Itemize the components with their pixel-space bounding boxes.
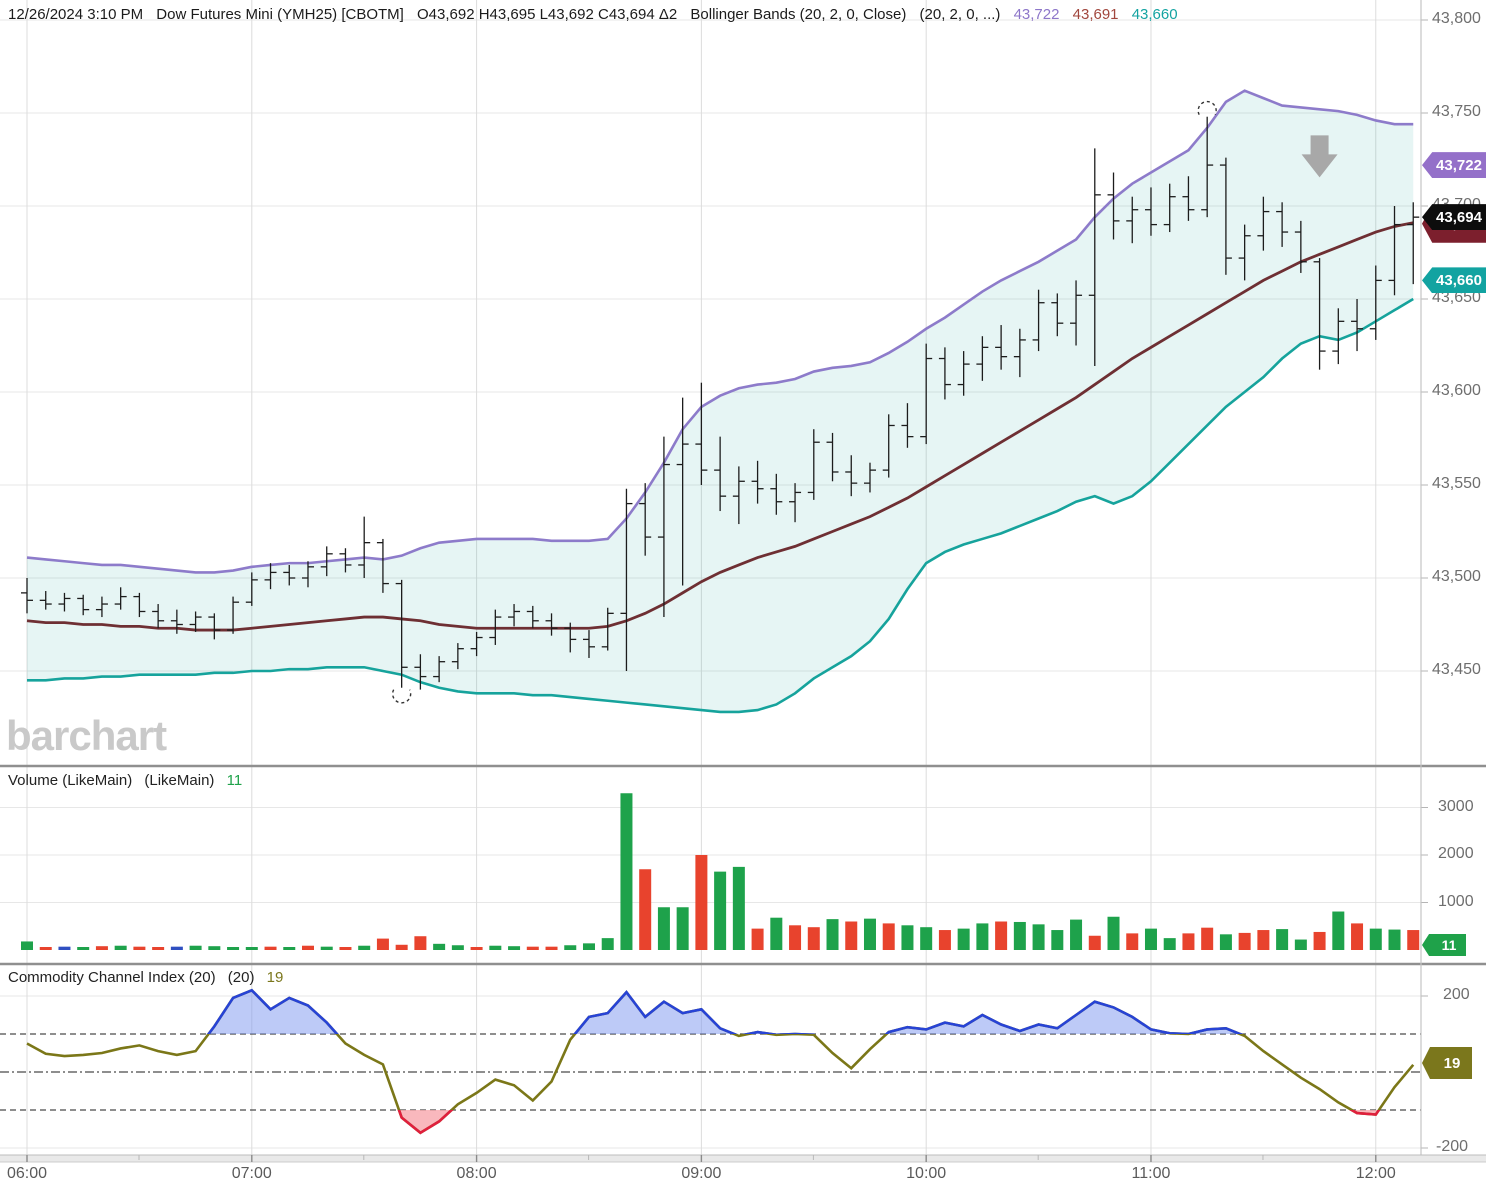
time-axis-label: 06:00	[6, 1165, 48, 1182]
price-axis-label: 43,450	[1432, 661, 1481, 678]
cci-axis-label: 200	[1443, 986, 1470, 1003]
cci-panel-label: Commodity Channel Index (20) (20) 19	[8, 969, 291, 986]
price-badge-band-upper: 43,722	[1422, 152, 1486, 179]
volume-title: Volume (LikeMain)	[8, 772, 133, 789]
cci-params: (20)	[227, 969, 255, 986]
header-bollinger-label: Bollinger Bands (20, 2, 0, Close)	[690, 6, 907, 23]
time-axis-label: 09:00	[681, 1165, 722, 1182]
price-axis-label: 43,800	[1432, 10, 1481, 27]
header-ohlc-values: O43,692 H43,695 L43,692 C43,694 Δ2	[417, 6, 678, 23]
cci-axis-label: -200	[1436, 1138, 1469, 1155]
price-axis-label: 43,550	[1432, 475, 1481, 492]
price-badge-cci-last: 19	[1422, 1047, 1472, 1079]
time-axis-label: 12:00	[1355, 1165, 1396, 1182]
price-badge-band-lower: 43,660	[1422, 267, 1486, 294]
header-bollinger-params: (20, 2, 0, ...)	[919, 6, 1001, 23]
volume-params: (LikeMain)	[144, 772, 215, 789]
header-upper-band-value: 43,722	[1013, 6, 1060, 23]
header-lower-band-value: 43,660	[1131, 6, 1178, 23]
barchart-watermark: barchart	[6, 712, 167, 759]
time-axis-label: 10:00	[906, 1165, 947, 1182]
volume-panel-label: Volume (LikeMain) (LikeMain) 11	[8, 772, 250, 789]
price-axis-label: 43,600	[1432, 382, 1481, 399]
time-axis-label: 08:00	[456, 1165, 497, 1182]
chart-header: 12/26/2024 3:10 PM Dow Futures Mini (YMH…	[8, 6, 1187, 23]
volume-axis-label: 1000	[1438, 892, 1474, 910]
header-middle-band-value: 43,691	[1072, 6, 1119, 23]
price-badge-last-price: 43,694	[1422, 204, 1486, 231]
cci-title: Commodity Channel Index (20)	[8, 969, 216, 986]
header-instrument: Dow Futures Mini (YMH25) [CBOTM]	[156, 6, 404, 23]
time-axis-label: 07:00	[231, 1165, 272, 1182]
price-axis-label: 43,500	[1432, 568, 1481, 585]
time-axis-label: 11:00	[1131, 1165, 1171, 1182]
cci-last-value: 19	[266, 969, 284, 986]
volume-last-value: 11	[226, 772, 243, 789]
header-datetime: 12/26/2024 3:10 PM	[8, 6, 144, 23]
volume-axis-label: 3000	[1438, 797, 1474, 815]
price-axis-label: 43,750	[1432, 103, 1481, 120]
volume-axis-label: 2000	[1438, 845, 1474, 862]
price-badge-volume-last: 11	[1422, 934, 1466, 956]
